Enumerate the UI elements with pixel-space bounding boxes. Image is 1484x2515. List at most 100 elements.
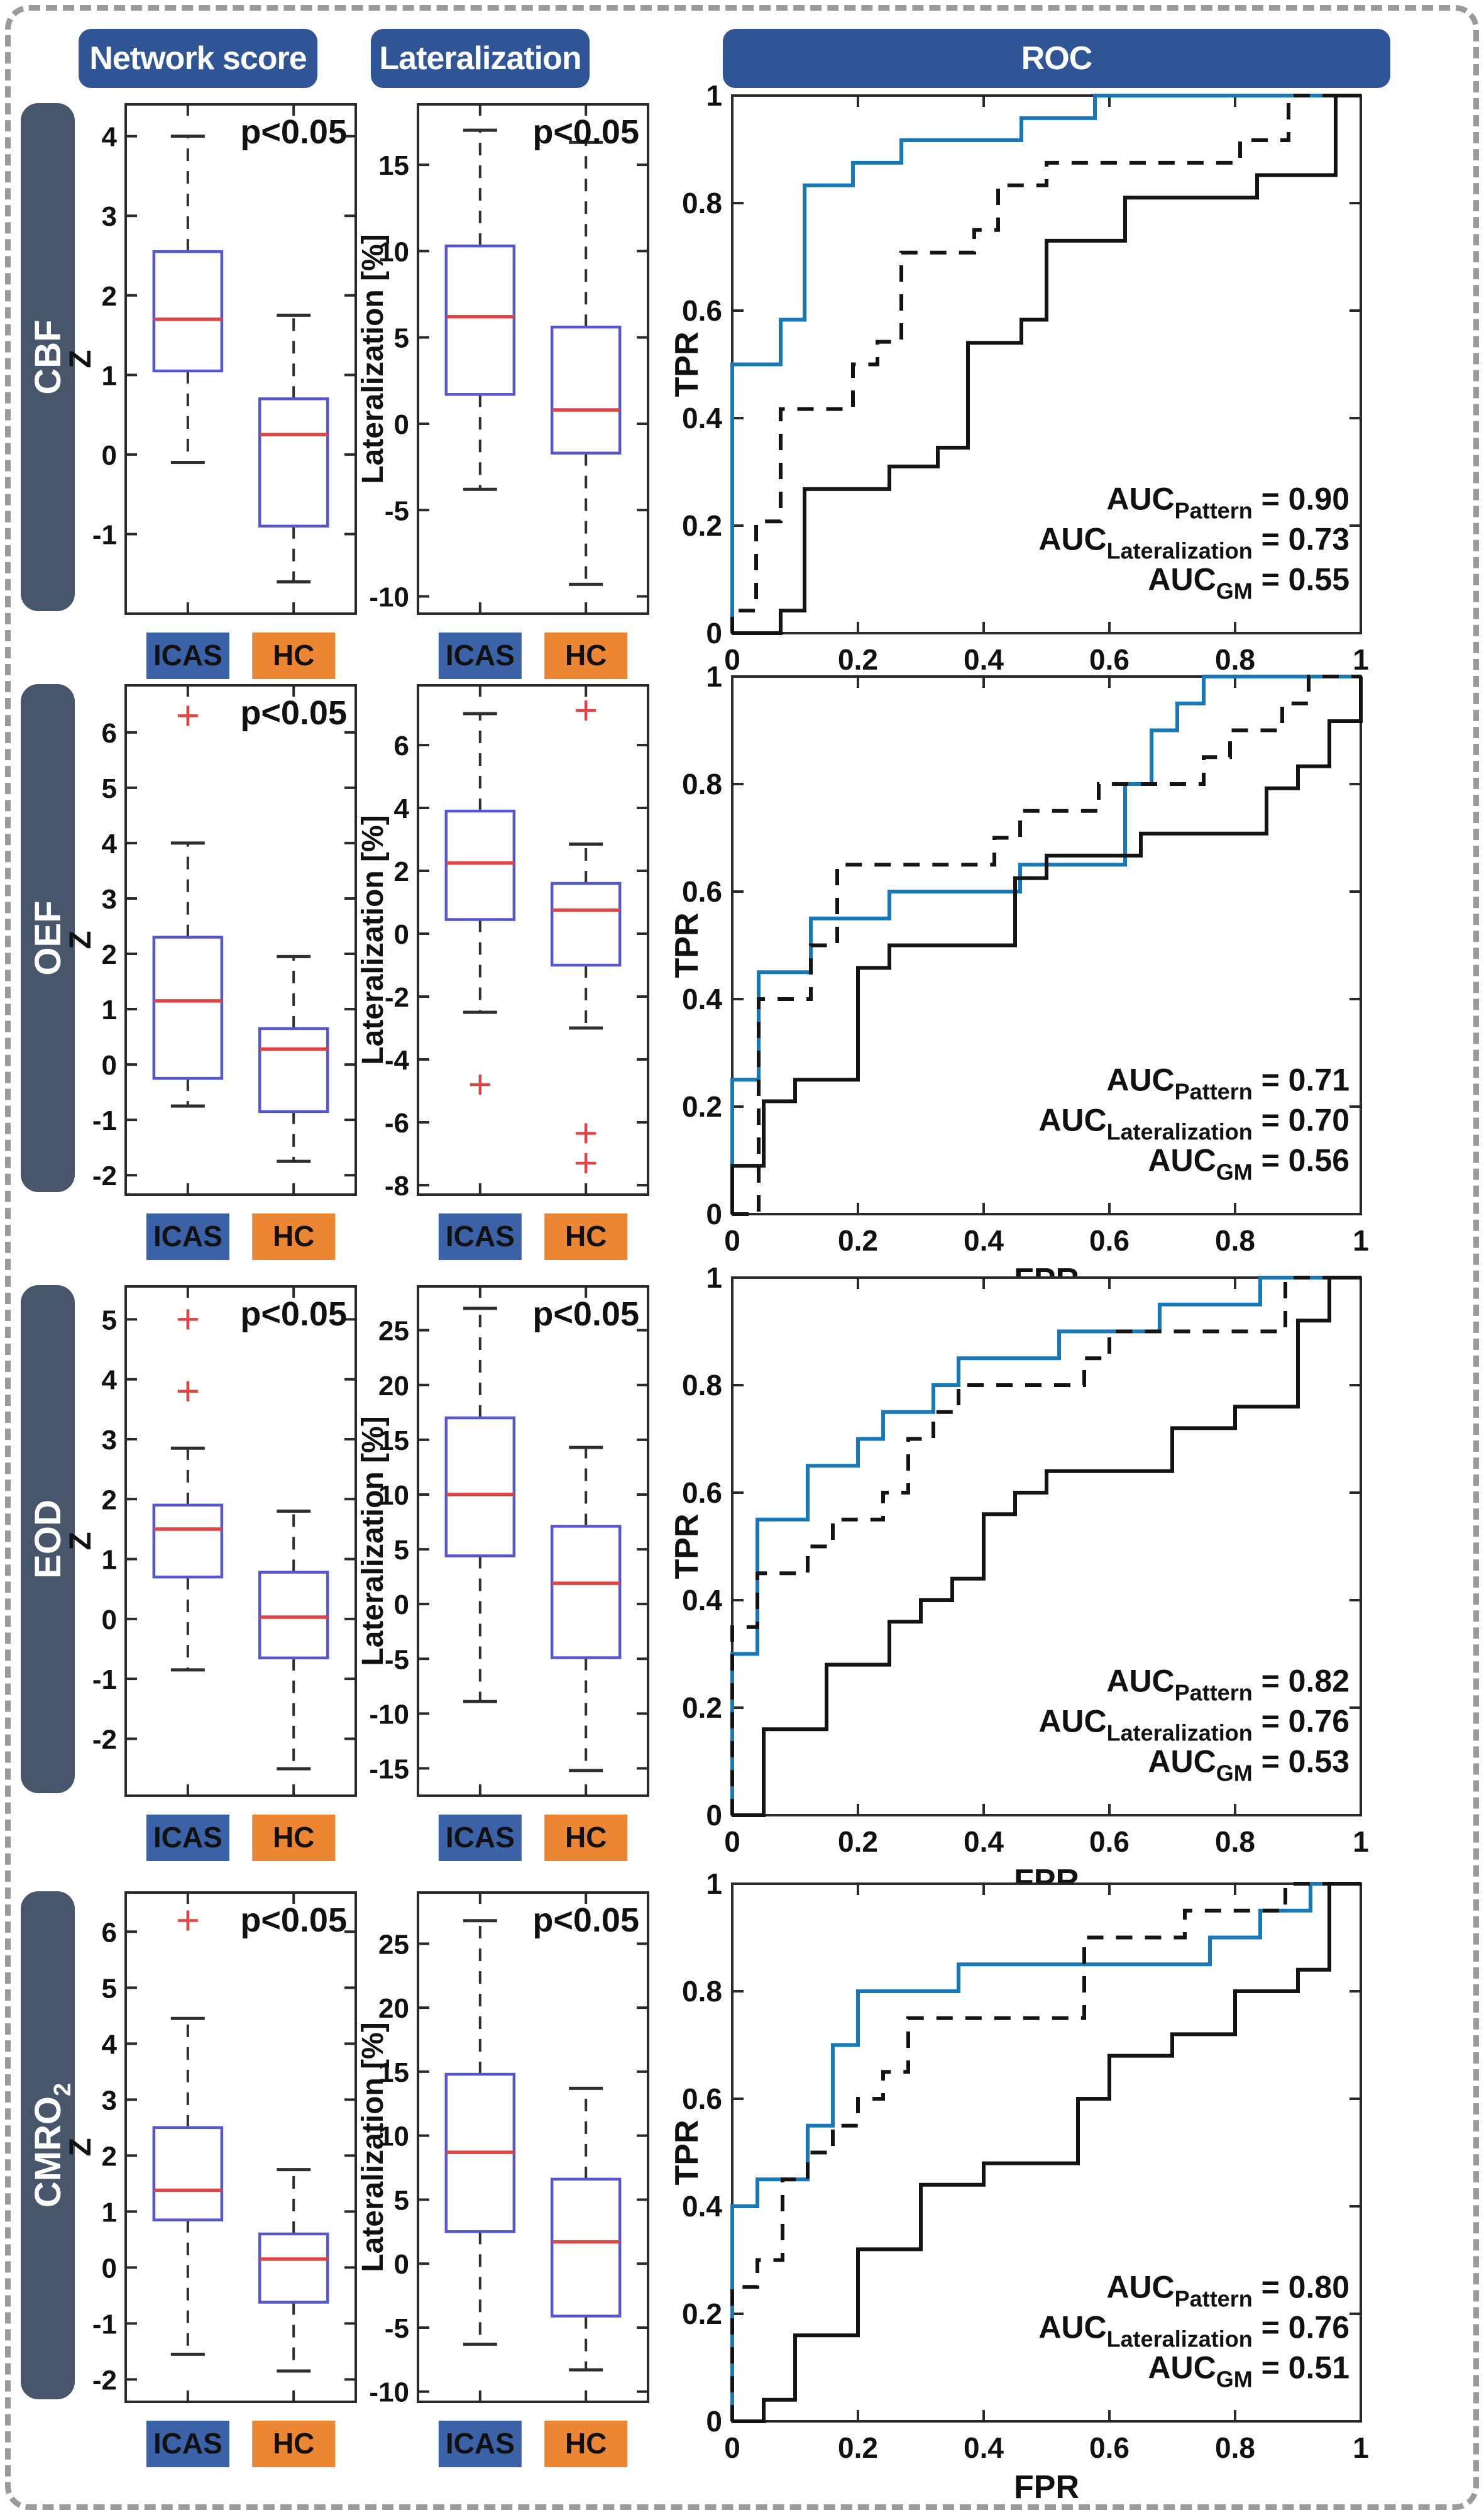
roc-curve-pattern bbox=[730, 1882, 1361, 2421]
outlier-marker bbox=[576, 1123, 596, 1144]
iqr-box bbox=[444, 244, 516, 396]
eod-roc-plot: 0 0.2 0.4 0.6 0.8 100.20.40.60.81TPRFPRAUCPat… bbox=[669, 1261, 1369, 1899]
x-axis-ticks bbox=[186, 1893, 295, 2402]
row-label-text: CMRO2 bbox=[28, 2083, 76, 2208]
svg-text:6: 6 bbox=[102, 1917, 117, 1948]
svg-text:-1: -1 bbox=[92, 1105, 117, 1136]
roc-curve-gm bbox=[730, 677, 1363, 1214]
group-label-hc: HC bbox=[252, 633, 336, 679]
svg-text:1: 1 bbox=[102, 2197, 117, 2228]
svg-text:-10: -10 bbox=[369, 2377, 409, 2408]
y-axis-label: Lateralization [%] bbox=[356, 1416, 390, 1666]
outlier-marker bbox=[177, 1910, 198, 1931]
svg-text:0.2: 0.2 bbox=[838, 2431, 878, 2464]
column-header-lateralization: Lateralization bbox=[371, 29, 590, 88]
svg-text:0.4: 0.4 bbox=[964, 2431, 1004, 2464]
x-axis-tick-labels: 0 0.2 0.4 0.6 0.8 1 bbox=[724, 643, 1369, 676]
iqr-box bbox=[550, 2177, 622, 2318]
group-label-icas: ICAS bbox=[146, 2421, 229, 2467]
y-axis-label: TPR bbox=[669, 2120, 705, 2186]
svg-text:2: 2 bbox=[394, 856, 409, 887]
svg-text:0: 0 bbox=[102, 1605, 117, 1635]
svg-text:-5: -5 bbox=[385, 495, 409, 526]
svg-text:0: 0 bbox=[394, 919, 409, 950]
svg-text:0.6: 0.6 bbox=[1089, 643, 1129, 676]
svg-text:20: 20 bbox=[378, 1993, 409, 2024]
svg-text:2: 2 bbox=[102, 2141, 117, 2172]
y-axis-tick-labels: 5 4 3 2 1 0 -1 -2 bbox=[92, 1305, 118, 1755]
roc-curve-lateralization bbox=[732, 675, 1361, 1216]
svg-text:1: 1 bbox=[102, 995, 117, 1025]
group-label-hc: HC bbox=[544, 1213, 628, 1260]
group-label-hc: HC bbox=[544, 633, 628, 679]
row-label-cmro: CMRO2 bbox=[21, 1891, 76, 2399]
roc-curve-lateralization bbox=[730, 94, 1361, 633]
roc-curve-pattern bbox=[730, 1276, 1361, 1815]
outlier-marker bbox=[470, 1075, 490, 1095]
group-label-hc: HC bbox=[252, 1815, 336, 1861]
svg-text:3: 3 bbox=[102, 2085, 117, 2116]
y-axis-label: Z bbox=[64, 931, 97, 949]
y-axis-label: Lateralization [%] bbox=[356, 234, 390, 484]
svg-text:HC: HC bbox=[565, 1220, 607, 1252]
group-label-hc: HC bbox=[252, 2421, 336, 2467]
y-axis-tick-labels: 6 5 4 3 2 1 0 -1 -2 bbox=[92, 1917, 118, 2396]
svg-text:ICAS: ICAS bbox=[446, 639, 515, 672]
group-label-icas: ICAS bbox=[438, 1213, 522, 1260]
group-label-hc: HC bbox=[252, 1213, 336, 1260]
p-value-annotation: p<0.05 bbox=[532, 113, 639, 151]
x-axis-ticks bbox=[186, 104, 295, 614]
svg-text:15: 15 bbox=[378, 2057, 409, 2088]
row-label-oef: OEF bbox=[21, 684, 75, 1192]
svg-text:ICAS: ICAS bbox=[153, 2427, 223, 2460]
svg-text:10: 10 bbox=[378, 236, 409, 267]
svg-text:10: 10 bbox=[378, 2121, 409, 2152]
y-axis-tick-labels: 6 5 4 3 2 1 0 -1 -2 bbox=[92, 718, 118, 1191]
row-label-text: OEF bbox=[28, 900, 69, 975]
group-label-icas: ICAS bbox=[146, 633, 229, 679]
svg-text:1: 1 bbox=[1353, 1825, 1369, 1858]
roc-curve-lateralization bbox=[730, 1276, 1361, 1815]
svg-text:-15: -15 bbox=[369, 1754, 409, 1784]
oef-roc-plot: 00.20.40.60.8100.20.40.60.81TPRFPRAUCPat… bbox=[669, 660, 1369, 1298]
y-axis-tick-labels: 0 0.2 0.4 0.6 0.8 1 bbox=[682, 1261, 722, 1832]
iqr-box bbox=[258, 1571, 329, 1660]
svg-text:3: 3 bbox=[102, 884, 117, 915]
svg-text:2: 2 bbox=[102, 939, 117, 970]
y-axis-tick-labels: 25 20 15 10 5 0 -5 -10 bbox=[369, 1929, 409, 2407]
cbf-roc-plot: 00.20.40.60.8100.20.40.60.81TPRFPRAUCPat… bbox=[669, 79, 1369, 717]
roc-curve-gm bbox=[732, 94, 1361, 635]
box-hc bbox=[550, 140, 622, 586]
x-axis-tick-labels: 0 0.2 0.4 0.6 0.8 1 bbox=[724, 1224, 1369, 1257]
svg-text:0: 0 bbox=[102, 1050, 117, 1081]
svg-text:0: 0 bbox=[724, 2431, 740, 2464]
svg-text:0: 0 bbox=[394, 409, 409, 440]
cmro2-roc-plot: 0 0.2 0.4 0.6 0.8 100.20.40.60.81TPRFPRAUCPat… bbox=[669, 1867, 1369, 2506]
svg-text:-1: -1 bbox=[92, 1664, 117, 1695]
auc-label-pattern: AUCPattern = 0.82 bbox=[1106, 1663, 1349, 1705]
iqr-box bbox=[444, 1416, 516, 1557]
svg-text:6: 6 bbox=[394, 731, 409, 761]
y-axis-tick-labels: 4 3 2 1 0 -1 bbox=[92, 122, 118, 551]
svg-text:-2: -2 bbox=[92, 1161, 117, 1191]
svg-text:0: 0 bbox=[102, 2253, 117, 2284]
svg-text:ICAS: ICAS bbox=[446, 2427, 515, 2460]
svg-text:5: 5 bbox=[394, 323, 409, 354]
axis-frame bbox=[731, 1276, 1362, 1816]
svg-text:-4: -4 bbox=[385, 1045, 410, 1076]
x-axis-ticks bbox=[186, 1286, 295, 1796]
svg-text:0.8: 0.8 bbox=[1215, 1224, 1255, 1257]
svg-text:-5: -5 bbox=[385, 2313, 409, 2344]
p-value-annotation: p<0.05 bbox=[240, 1901, 347, 1939]
svg-text:1: 1 bbox=[102, 360, 117, 391]
svg-text:-2: -2 bbox=[92, 1724, 117, 1755]
iqr-box bbox=[152, 1503, 224, 1579]
row-label-pill bbox=[21, 684, 75, 1192]
box-icas bbox=[444, 1919, 516, 2346]
iqr-box bbox=[152, 2126, 224, 2221]
box-hc bbox=[550, 2086, 622, 2372]
svg-text:HC: HC bbox=[565, 639, 607, 672]
svg-text:0.6: 0.6 bbox=[682, 875, 722, 908]
box-hc bbox=[258, 313, 329, 583]
